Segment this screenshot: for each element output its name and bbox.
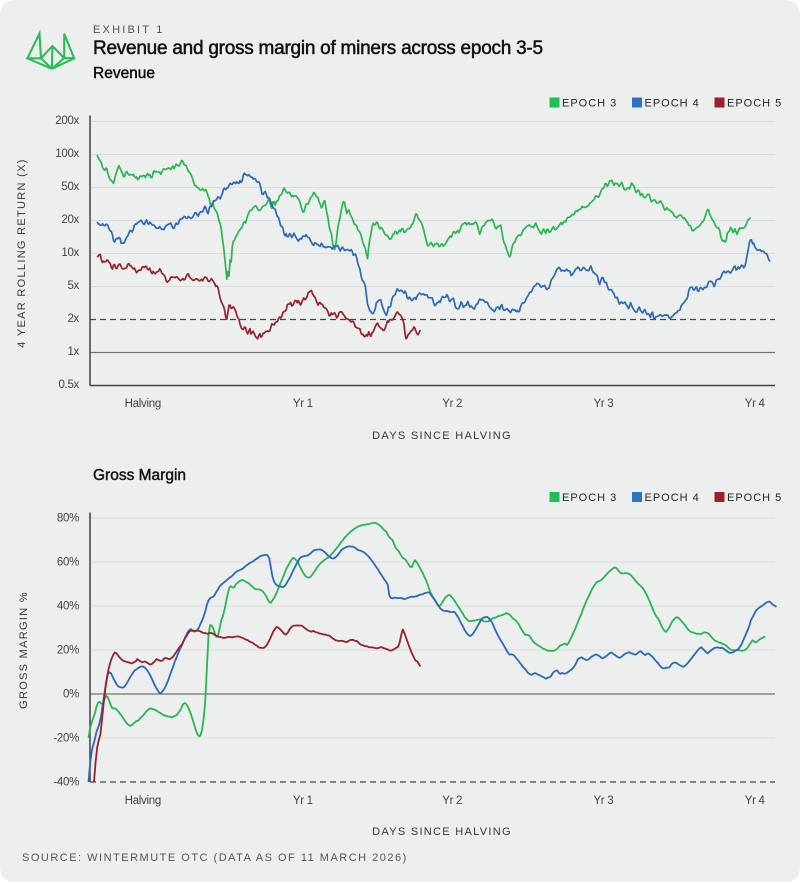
svg-text:20x: 20x (61, 214, 79, 226)
svg-text:50x: 50x (61, 181, 79, 193)
svg-text:40%: 40% (57, 601, 79, 613)
svg-text:Yr 1: Yr 1 (293, 795, 313, 807)
svg-text:Yr 4: Yr 4 (745, 795, 766, 807)
svg-text:60%: 60% (57, 557, 79, 569)
svg-text:0%: 0% (63, 689, 79, 701)
svg-text:Yr 1: Yr 1 (293, 398, 313, 410)
svg-text:80%: 80% (57, 513, 79, 525)
svg-text:EXHIBIT 1: EXHIBIT 1 (93, 24, 165, 36)
svg-text:Yr 3: Yr 3 (593, 795, 613, 807)
svg-text:EPOCH 5: EPOCH 5 (727, 98, 782, 110)
svg-text:DAYS SINCE HALVING: DAYS SINCE HALVING (372, 826, 512, 838)
svg-text:0.5x: 0.5x (58, 379, 79, 391)
svg-text:EPOCH 4: EPOCH 4 (645, 98, 700, 110)
svg-text:Yr 4: Yr 4 (745, 398, 766, 410)
svg-text:Yr 2: Yr 2 (442, 398, 462, 410)
svg-text:Yr 3: Yr 3 (593, 398, 613, 410)
svg-text:Halving: Halving (125, 795, 161, 807)
svg-text:-20%: -20% (53, 733, 79, 745)
svg-text:Gross Margin: Gross Margin (93, 467, 186, 484)
svg-text:-40%: -40% (53, 777, 79, 789)
svg-text:SOURCE: WINTERMUTE OTC (DATA A: SOURCE: WINTERMUTE OTC (DATA AS OF 11 MA… (22, 852, 408, 864)
svg-text:Revenue: Revenue (93, 65, 155, 82)
svg-text:Yr 2: Yr 2 (442, 795, 462, 807)
svg-text:Revenue and gross margin of mi: Revenue and gross margin of miners acros… (93, 38, 543, 59)
svg-text:1x: 1x (67, 346, 79, 358)
svg-text:5x: 5x (67, 280, 79, 292)
svg-text:4 YEAR ROLLING RETURN (X): 4 YEAR ROLLING RETURN (X) (16, 158, 28, 347)
svg-text:EPOCH 4: EPOCH 4 (645, 492, 700, 504)
svg-text:EPOCH 5: EPOCH 5 (727, 492, 782, 504)
svg-text:2x: 2x (67, 313, 79, 325)
svg-text:GROSS MARGIN %: GROSS MARGIN % (18, 591, 30, 709)
svg-text:10x: 10x (61, 247, 79, 259)
svg-text:EPOCH 3: EPOCH 3 (562, 492, 617, 504)
svg-text:100x: 100x (55, 148, 79, 160)
svg-text:EPOCH 3: EPOCH 3 (562, 98, 617, 110)
svg-text:200x: 200x (55, 115, 79, 127)
svg-text:Halving: Halving (125, 398, 161, 410)
svg-text:DAYS SINCE HALVING: DAYS SINCE HALVING (372, 430, 512, 442)
svg-text:20%: 20% (57, 645, 79, 657)
